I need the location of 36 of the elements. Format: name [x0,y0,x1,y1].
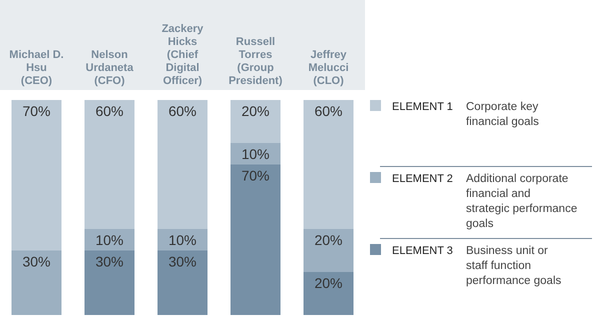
data-label: 30% [168,254,197,270]
text: Corporate key financial goals [466,101,540,128]
data-label: 20% [314,275,343,291]
data-label: 30% [95,254,124,270]
bar [230,100,280,143]
legend-label: ELEMENT 3 [392,245,453,257]
x-tick-label: Zackery Hicks (Chief Digital Officer) [162,23,204,87]
bar [12,250,62,315]
text: Additional corporate financial and strategic performance goals [466,173,578,230]
bar [158,250,208,315]
data-label: 10% [241,146,270,162]
data-label: 70% [22,103,51,119]
bar [12,100,62,250]
data-label: 20% [314,232,343,248]
legend-label: ELEMENT 2 [392,173,453,185]
x-tick-label: Michael D. Hsu (CEO) [9,49,64,87]
bar [304,272,354,315]
bar [84,100,134,229]
bar [304,100,354,229]
data-label: 60% [95,103,124,119]
x-tick-label: Jeffrey Melucci (CLO) [308,49,349,87]
data-label: 10% [168,232,197,248]
bar [158,100,208,229]
legend-label: ELEMENT 1 [392,101,453,113]
data-label: 20% [241,103,270,119]
data-label: 60% [314,103,343,119]
text: Business unit or staff function performance goals [466,245,562,287]
data-label: 10% [95,232,124,248]
bar [304,229,354,272]
data-label: 30% [22,254,51,270]
x-tick-label: Russell Torres (Group President) [228,36,283,87]
x-tick-label: Nelson Urdaneta (CFO) [86,49,134,87]
bar [230,164,280,315]
data-label: 70% [241,168,270,184]
data-label: 60% [168,103,197,119]
bar [84,250,134,315]
